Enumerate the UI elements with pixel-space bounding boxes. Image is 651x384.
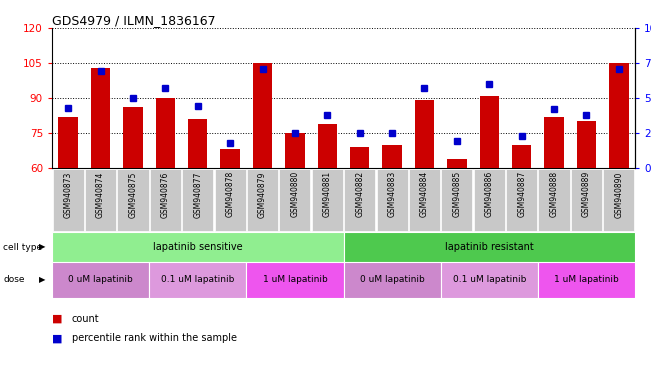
Text: 0.1 uM lapatinib: 0.1 uM lapatinib (452, 275, 526, 285)
Text: ▶: ▶ (39, 243, 46, 252)
Bar (344, 169, 375, 231)
Bar (312, 169, 343, 231)
Text: GSM940884: GSM940884 (420, 171, 429, 217)
Text: GSM940880: GSM940880 (290, 171, 299, 217)
Bar (506, 169, 537, 231)
Bar (409, 169, 440, 231)
Bar (350, 147, 369, 168)
Bar (382, 145, 402, 168)
Bar (59, 117, 78, 168)
Bar (52, 232, 344, 262)
Bar (571, 169, 602, 231)
Bar (603, 169, 634, 231)
Bar (415, 100, 434, 168)
Text: 1 uM lapatinib: 1 uM lapatinib (554, 275, 619, 285)
Text: GSM940881: GSM940881 (323, 171, 332, 217)
Bar (182, 169, 214, 231)
Text: ■: ■ (52, 333, 62, 343)
Bar (512, 145, 531, 168)
Text: GSM940887: GSM940887 (517, 171, 526, 217)
Bar (441, 262, 538, 298)
Text: GSM940879: GSM940879 (258, 171, 267, 218)
Bar (474, 169, 505, 231)
Text: cell type: cell type (3, 243, 42, 252)
Bar (318, 124, 337, 168)
Bar (609, 63, 628, 168)
Text: GDS4979 / ILMN_1836167: GDS4979 / ILMN_1836167 (52, 14, 215, 27)
Text: ▶: ▶ (39, 275, 46, 285)
Bar (480, 96, 499, 168)
Bar (577, 121, 596, 168)
Text: GSM940874: GSM940874 (96, 171, 105, 218)
Bar (156, 98, 175, 168)
Bar (376, 169, 408, 231)
Text: GSM940878: GSM940878 (226, 171, 234, 217)
Text: GSM940888: GSM940888 (549, 171, 559, 217)
Text: lapatinib sensitive: lapatinib sensitive (153, 242, 243, 252)
Bar (246, 262, 344, 298)
Bar (117, 169, 148, 231)
Text: GSM940886: GSM940886 (485, 171, 493, 217)
Text: 0 uM lapatinib: 0 uM lapatinib (68, 275, 133, 285)
Text: GSM940873: GSM940873 (64, 171, 73, 218)
Bar (538, 262, 635, 298)
Bar (188, 119, 208, 168)
Text: GSM940877: GSM940877 (193, 171, 202, 218)
Bar (538, 169, 570, 231)
Text: GSM940876: GSM940876 (161, 171, 170, 218)
Text: count: count (72, 314, 99, 324)
Bar (285, 133, 305, 168)
Bar (441, 169, 473, 231)
Bar (221, 149, 240, 168)
Bar (344, 262, 441, 298)
Text: GSM940882: GSM940882 (355, 171, 364, 217)
Text: GSM940883: GSM940883 (387, 171, 396, 217)
Bar (52, 262, 149, 298)
Bar (253, 63, 272, 168)
Text: GSM940885: GSM940885 (452, 171, 462, 217)
Text: 0.1 uM lapatinib: 0.1 uM lapatinib (161, 275, 234, 285)
Bar (447, 159, 467, 168)
Text: 0 uM lapatinib: 0 uM lapatinib (360, 275, 424, 285)
Bar (544, 117, 564, 168)
Bar (247, 169, 278, 231)
Bar (91, 68, 110, 168)
Text: lapatinib resistant: lapatinib resistant (445, 242, 534, 252)
Bar (215, 169, 245, 231)
Bar (85, 169, 116, 231)
Text: GSM940890: GSM940890 (615, 171, 623, 218)
Text: ■: ■ (52, 314, 62, 324)
Text: GSM940875: GSM940875 (128, 171, 137, 218)
Bar (149, 262, 246, 298)
Text: GSM940889: GSM940889 (582, 171, 591, 217)
Text: 1 uM lapatinib: 1 uM lapatinib (262, 275, 327, 285)
Bar (279, 169, 311, 231)
Bar (344, 232, 635, 262)
Text: dose: dose (3, 275, 25, 285)
Bar (123, 108, 143, 168)
Bar (150, 169, 181, 231)
Text: percentile rank within the sample: percentile rank within the sample (72, 333, 236, 343)
Bar (53, 169, 84, 231)
